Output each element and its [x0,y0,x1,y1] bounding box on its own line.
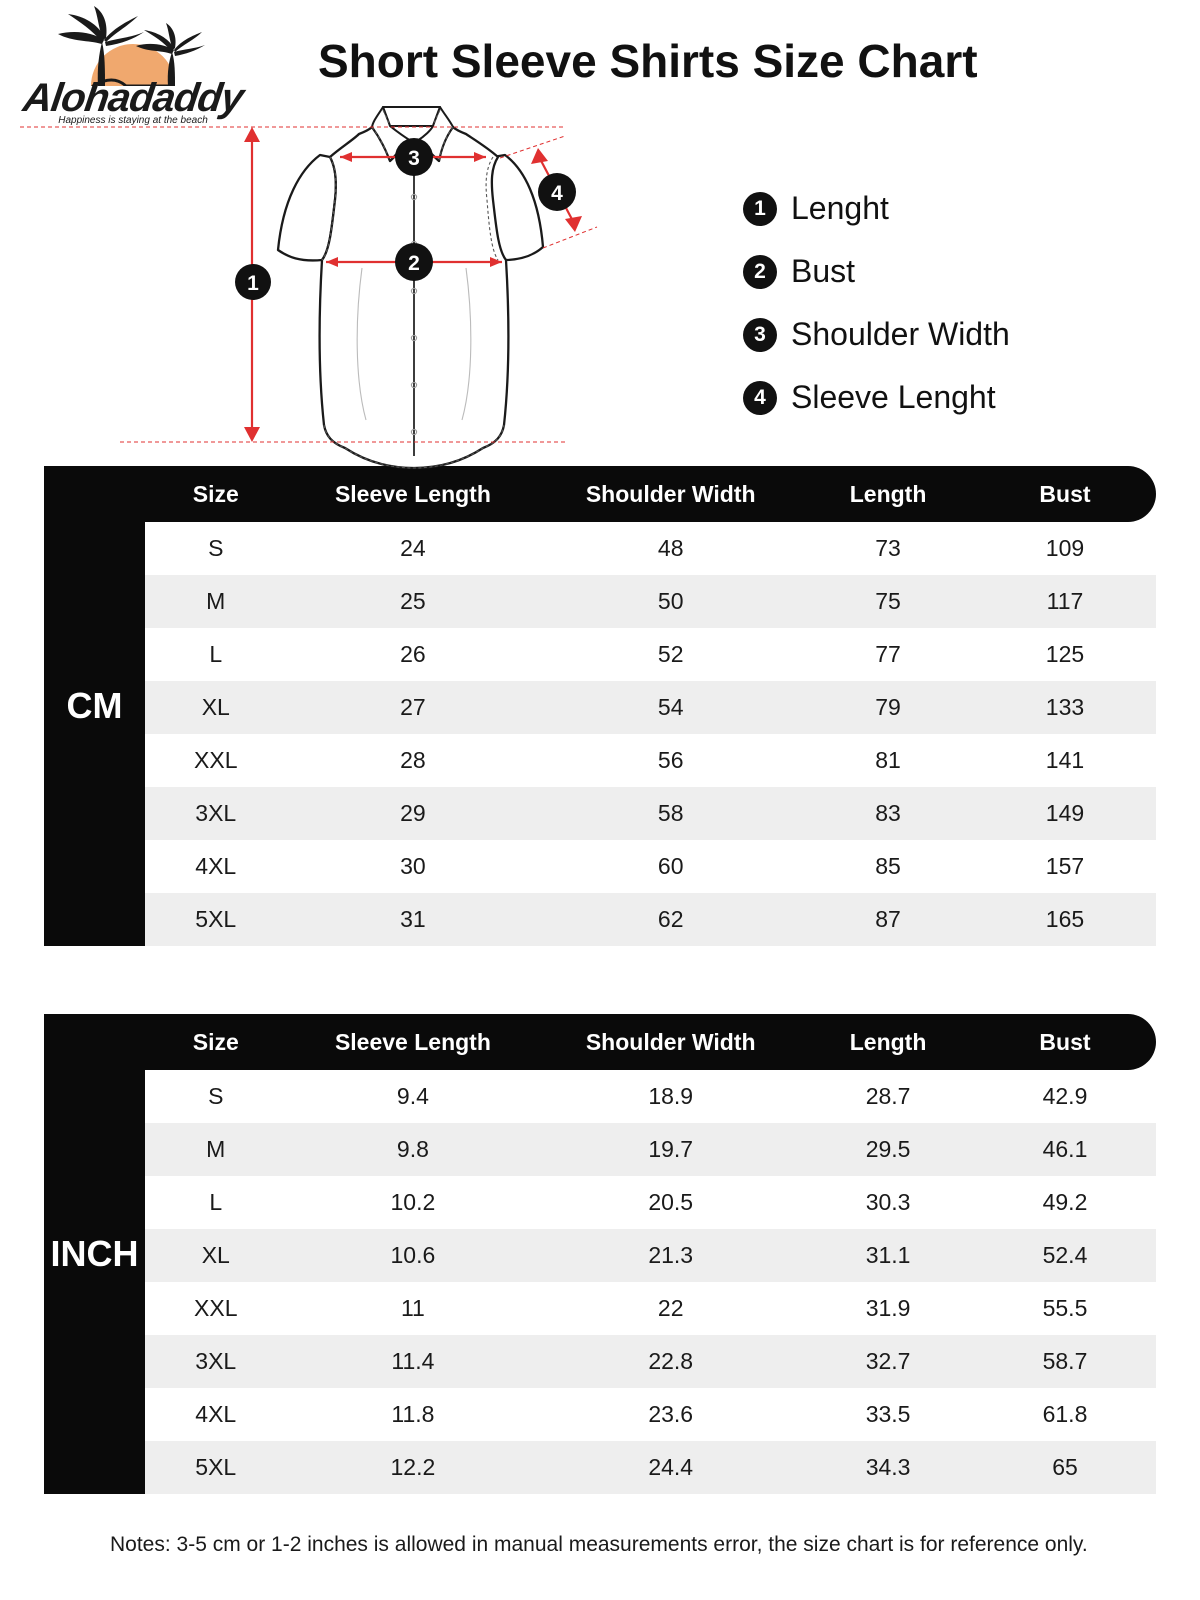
svg-text:3: 3 [408,147,420,170]
svg-text:2: 2 [408,252,420,275]
svg-text:1: 1 [247,272,259,295]
svg-text:4: 4 [551,182,563,205]
